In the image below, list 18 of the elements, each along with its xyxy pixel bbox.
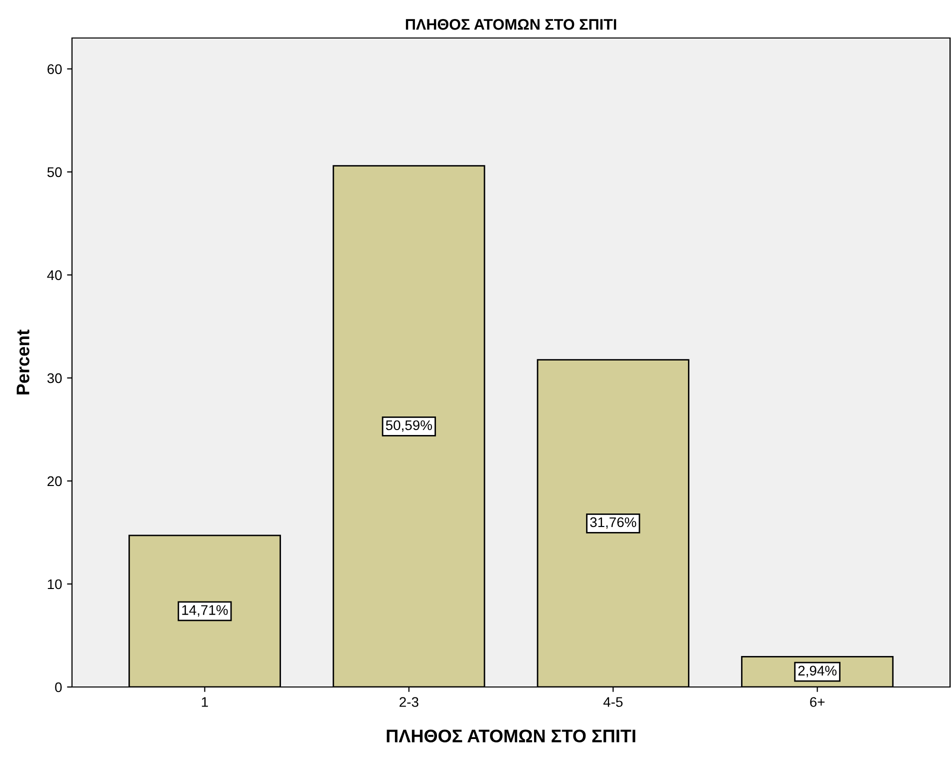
chart-title: ΠΛΗΘΟΣ ΑΤΟΜΩΝ ΣΤΟ ΣΠΙΤΙ bbox=[406, 19, 616, 30]
y-axis-title: Percent bbox=[16, 330, 30, 394]
data-label: 50,59% bbox=[386, 420, 432, 432]
y-tick-label: 60 bbox=[48, 64, 62, 74]
x-axis-title: ΠΛΗΘΟΣ ΑΤΟΜΩΝ ΣΤΟ ΣΠΙΤΙ bbox=[386, 730, 636, 742]
x-tick-label: 2-3 bbox=[400, 697, 418, 707]
x-tick-label: 4-5 bbox=[603, 697, 623, 707]
y-tick-label: 10 bbox=[48, 579, 62, 590]
data-label: 14,71% bbox=[182, 605, 228, 617]
data-label: 31,76% bbox=[590, 517, 636, 529]
y-tick-label: 0 bbox=[55, 682, 62, 692]
x-tick-label: 6+ bbox=[810, 697, 825, 707]
data-label: 2,94% bbox=[798, 666, 837, 678]
y-tick-label: 50 bbox=[47, 167, 62, 178]
y-tick-label: 30 bbox=[47, 373, 62, 384]
y-tick-label: 20 bbox=[48, 476, 62, 486]
y-tick-label: 40 bbox=[47, 270, 62, 280]
x-tick-label: 1 bbox=[202, 697, 208, 707]
